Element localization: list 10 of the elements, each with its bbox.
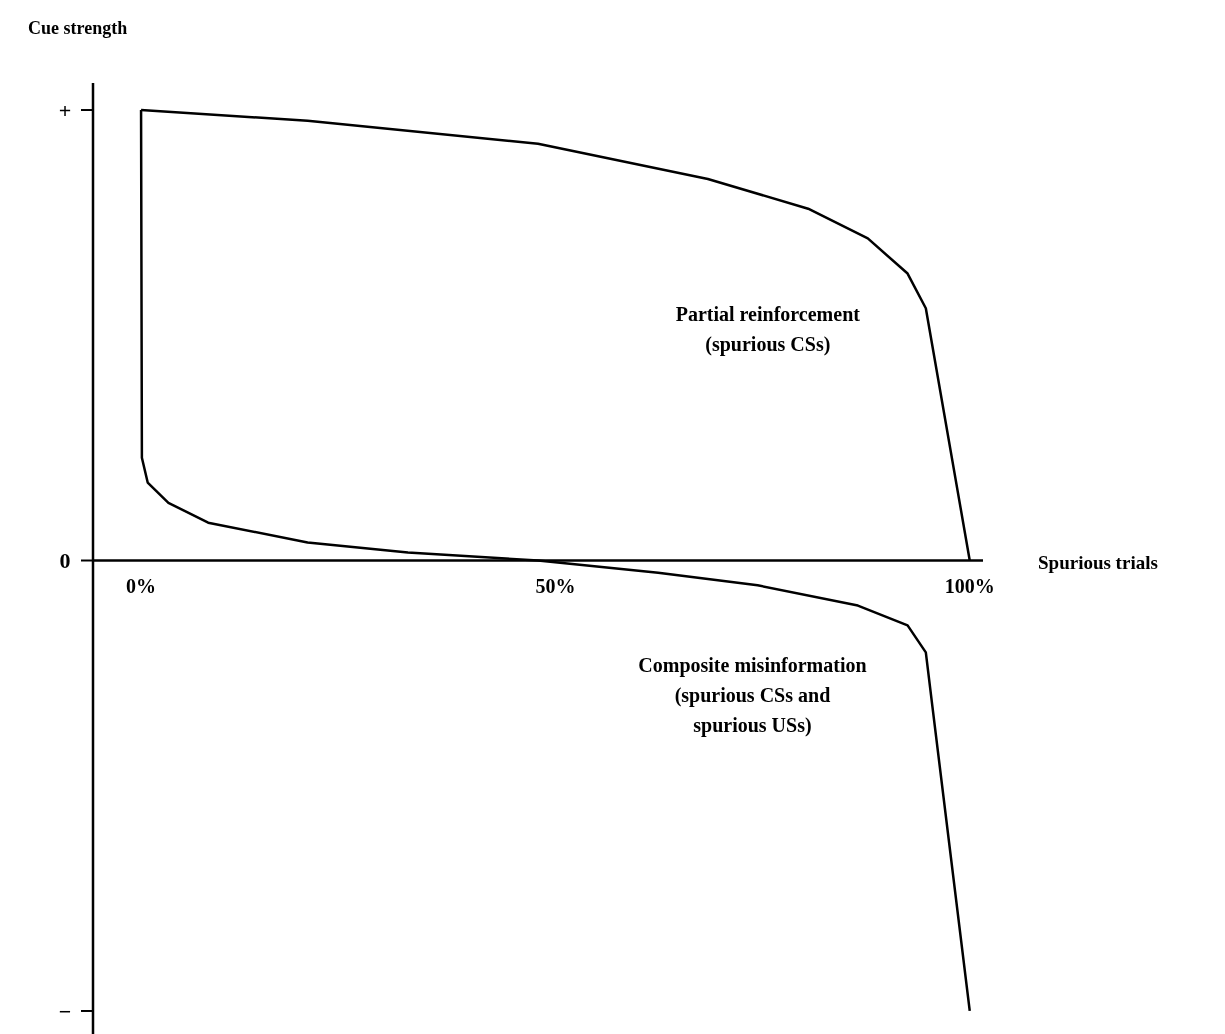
x-tick-label: 0% [126,574,157,597]
x-tick-label: 100% [944,574,995,597]
x-tick-label: 50% [535,574,576,597]
text: Composite misinformation (spurious CSs and spurious USs) [638,653,867,737]
text: − [58,998,72,1024]
x-axis-title: Spurious trials [1038,551,1158,573]
text: + [58,97,72,123]
y-axis-title: Cue strength [28,18,128,38]
text: 0 [59,548,71,574]
text: Partial reinforcement (spurious CSs) [675,303,861,357]
